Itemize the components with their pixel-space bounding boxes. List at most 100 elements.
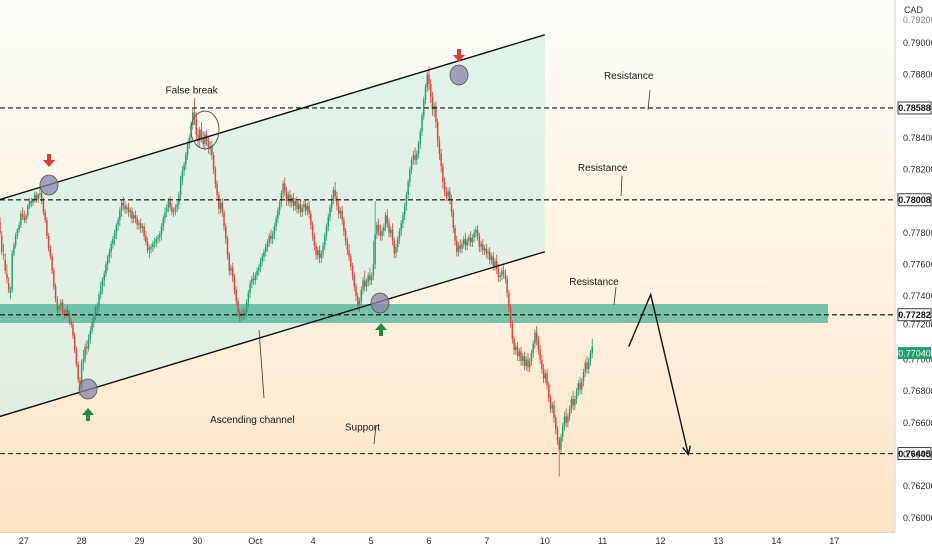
candle-body — [515, 346, 517, 350]
candle-body — [110, 243, 112, 252]
candle-body — [58, 305, 60, 311]
candle-body — [525, 359, 527, 366]
candle-body — [235, 289, 237, 301]
time-tick-label: 5 — [369, 536, 374, 546]
candle-body — [459, 245, 461, 249]
annotations: False break Resistance Resistance Resistanc… — [165, 71, 653, 433]
candle-body — [32, 199, 34, 203]
candle-body — [9, 289, 12, 293]
candle-body — [365, 281, 368, 287]
candle-body — [482, 243, 484, 251]
time-tick-label: 12 — [656, 536, 666, 546]
candle-body — [266, 242, 269, 247]
price-tick-label: 0.79000 — [903, 38, 932, 48]
candle-body — [202, 137, 204, 145]
candle-body — [223, 212, 225, 227]
candle-body — [414, 155, 416, 160]
candle-body — [211, 145, 213, 156]
candle-body — [282, 183, 284, 194]
candle-body — [93, 316, 95, 322]
price-axis-background — [895, 0, 932, 532]
candle-body — [72, 324, 74, 336]
candle-body — [174, 207, 177, 211]
candle-body — [159, 234, 161, 238]
candle-body — [33, 194, 36, 200]
candle-body — [40, 193, 43, 202]
candle-body — [212, 155, 215, 170]
candle-body — [330, 199, 333, 208]
candle-body — [225, 226, 227, 240]
candle-body — [588, 361, 590, 369]
candle-body — [16, 229, 19, 236]
candle-body — [18, 224, 20, 230]
candle-body — [254, 275, 257, 281]
pointer-line — [373, 425, 377, 445]
candle-body — [553, 405, 555, 418]
candle-body — [148, 248, 151, 251]
candle-body — [119, 210, 121, 221]
candle-body — [431, 96, 434, 110]
candle-body — [278, 202, 281, 211]
candle-body — [80, 362, 83, 388]
level-lines: 0.78588 0.78008 0.77282 0.76405 — [0, 101, 932, 461]
time-tick-label: 13 — [713, 536, 723, 546]
candle-body — [25, 215, 27, 221]
candle-body — [541, 359, 543, 369]
pointer-line — [613, 286, 617, 306]
candle-body — [160, 226, 163, 235]
last-price-tag — [898, 347, 931, 360]
candle-body — [183, 164, 185, 171]
resistance-zone — [0, 304, 828, 323]
touch-circle — [78, 378, 98, 400]
candle-body — [556, 429, 559, 441]
candle-body — [165, 207, 168, 213]
candle-body — [487, 251, 489, 254]
candle-body — [462, 239, 465, 244]
candle-body — [134, 215, 137, 219]
candle-body — [237, 300, 239, 312]
candle-body — [35, 194, 38, 200]
time-axis[interactable]: 27 28 29 30 Oct 4 5 6 7 10 11 12 13 14 17 — [19, 536, 839, 546]
candle-body — [450, 199, 453, 213]
candle-body — [129, 210, 132, 213]
candle-body — [315, 245, 317, 255]
candle-body — [478, 235, 481, 247]
channel-upper-line[interactable] — [0, 34, 545, 201]
candle-body — [195, 118, 198, 135]
candle-body — [327, 216, 329, 227]
candle-body — [539, 349, 541, 360]
candle-body — [101, 280, 104, 287]
candle-body — [355, 286, 357, 297]
candle-body — [581, 381, 583, 390]
candle-body — [586, 362, 588, 369]
candle-body — [572, 399, 574, 406]
candle-body — [263, 251, 265, 257]
candle-body — [6, 273, 8, 279]
candle-body — [39, 193, 41, 195]
candle-body — [542, 368, 545, 379]
candle-body — [400, 223, 402, 232]
candle-body — [570, 399, 573, 409]
candle-body — [157, 237, 159, 240]
candle-body — [436, 121, 439, 141]
level-tag — [897, 101, 932, 115]
candle-body — [424, 87, 427, 100]
candle-body — [150, 247, 152, 249]
level-tag — [897, 308, 932, 322]
candle-body — [476, 229, 479, 236]
candle-body — [264, 247, 267, 252]
candle-body — [87, 338, 90, 349]
candle-body — [99, 286, 102, 295]
candle-body — [61, 302, 64, 312]
candle-body — [565, 416, 567, 423]
candle-body — [117, 220, 119, 225]
candle-body — [4, 259, 6, 271]
candle-body — [188, 137, 191, 145]
candle-body — [268, 235, 270, 243]
candle-body — [372, 264, 375, 276]
false-break-circle — [190, 110, 220, 150]
